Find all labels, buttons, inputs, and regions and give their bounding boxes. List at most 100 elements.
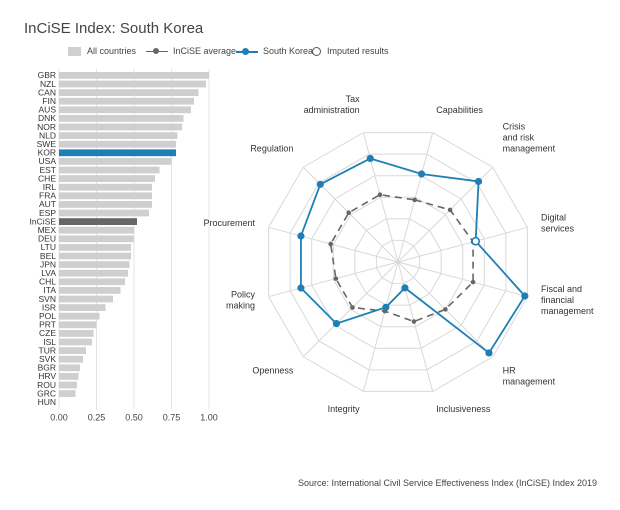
bar-isr	[59, 304, 106, 311]
bar-chl	[59, 278, 125, 286]
category-label: SVK	[39, 354, 56, 364]
bar-swatch-icon	[68, 46, 81, 56]
bar-gbr	[59, 72, 209, 79]
legend-imputed: Imputed results	[312, 46, 389, 56]
category-label: NOR	[37, 122, 56, 132]
imputed-point	[471, 236, 481, 246]
category-label: CHE	[38, 173, 56, 183]
average-point	[443, 307, 448, 312]
source-note: Source: International Civil Service Effe…	[298, 478, 597, 488]
radar-chart: Capabilities Crisis and risk management Digi…	[204, 94, 594, 414]
legend-south-korea-label: South Korea	[263, 46, 314, 56]
category-label: ROU	[37, 380, 56, 390]
radar-spoke	[302, 166, 399, 263]
south-korea-point	[417, 170, 426, 178]
axis-label: HR management	[503, 366, 556, 387]
category-label: ITA	[43, 285, 56, 295]
bar-ltu	[59, 244, 131, 251]
bar-kor	[59, 149, 176, 157]
category-label: CZE	[39, 328, 56, 338]
category-label: FIN	[42, 96, 56, 106]
radar-spoke	[397, 261, 434, 392]
average-point	[412, 197, 417, 203]
bar-che	[59, 175, 155, 182]
south-korea-point	[332, 319, 341, 328]
bar-ita	[59, 287, 121, 294]
bar-aut	[59, 201, 152, 208]
category-label: EST	[39, 165, 56, 175]
bar-svk	[59, 355, 83, 363]
bar-jpn	[59, 261, 130, 268]
bar-incise	[59, 218, 137, 225]
category-label: ISL	[43, 337, 56, 347]
category-label: NLD	[39, 130, 56, 140]
category-label: HUN	[38, 397, 56, 407]
legend-all-countries-label: All countries	[87, 46, 137, 56]
x-tick-label: 1.00	[200, 412, 218, 422]
bar-nor	[59, 123, 182, 131]
south-korea-point	[297, 284, 305, 292]
radar-spoke	[362, 261, 399, 392]
bar-mex	[59, 226, 134, 234]
axis-label: Inclusiveness	[436, 404, 491, 414]
radar-spoke	[362, 132, 399, 263]
axis-label: Crisis and risk management	[503, 121, 556, 153]
bar-rou	[59, 381, 77, 389]
radar-spoke	[397, 132, 434, 263]
average-point	[333, 276, 339, 281]
category-label: GRC	[37, 388, 56, 398]
bar-fin	[59, 97, 194, 105]
bar-bgr	[59, 364, 80, 372]
south-korea-point	[366, 154, 374, 163]
category-label: CHL	[39, 277, 56, 287]
legend-south-korea: South Korea	[236, 46, 313, 56]
south-korea-point	[521, 292, 529, 300]
category-label: InCiSE	[30, 216, 57, 226]
bar-can	[59, 89, 199, 96]
category-label: NZL	[40, 79, 56, 89]
average-point	[411, 319, 417, 324]
category-label: SWE	[37, 139, 57, 149]
category-label: PRT	[39, 320, 56, 330]
category-label: GBR	[38, 70, 56, 80]
chart-title: InCiSE Index: South Korea	[24, 20, 204, 37]
x-tick-label: 0.50	[125, 412, 143, 422]
category-label: BGR	[38, 363, 56, 373]
category-label: LVA	[41, 268, 56, 278]
bar-hrv	[59, 373, 79, 380]
bar-isl	[59, 338, 92, 346]
south-korea-point	[474, 177, 483, 186]
bar-nzl	[59, 80, 206, 88]
open-circle-icon	[312, 46, 321, 56]
south-korea-point	[401, 284, 409, 292]
average-point	[447, 207, 453, 213]
category-label: ISR	[42, 302, 56, 312]
axis-label: Fiscal and financial management	[541, 284, 594, 316]
bar-irl	[59, 183, 152, 191]
radar-spoke	[397, 226, 528, 263]
bar-grc	[59, 390, 76, 397]
category-label: TUR	[39, 345, 56, 355]
bar-fra	[59, 192, 152, 200]
average-point	[346, 210, 352, 216]
south-korea-point	[485, 349, 493, 357]
bar-nld	[59, 132, 178, 139]
bar-esp	[59, 209, 149, 217]
category-label: MEX	[38, 225, 57, 235]
x-tick-label: 0.25	[88, 412, 106, 422]
category-label: FRA	[39, 191, 56, 201]
south-korea-point	[382, 303, 390, 311]
bar-prt	[59, 321, 97, 329]
bar-pol	[59, 312, 100, 320]
south-korea-point	[316, 180, 324, 188]
axis-label: Tax administration	[304, 94, 361, 115]
category-label: SVN	[39, 294, 56, 304]
bar-swe	[59, 140, 176, 148]
south-korea-point	[297, 232, 305, 240]
line-marker-icon	[236, 47, 258, 56]
dashed-line-marker-icon	[146, 47, 168, 56]
bar-usa	[59, 158, 172, 165]
bar-bel	[59, 252, 131, 260]
axis-label: Procurement	[204, 218, 256, 228]
